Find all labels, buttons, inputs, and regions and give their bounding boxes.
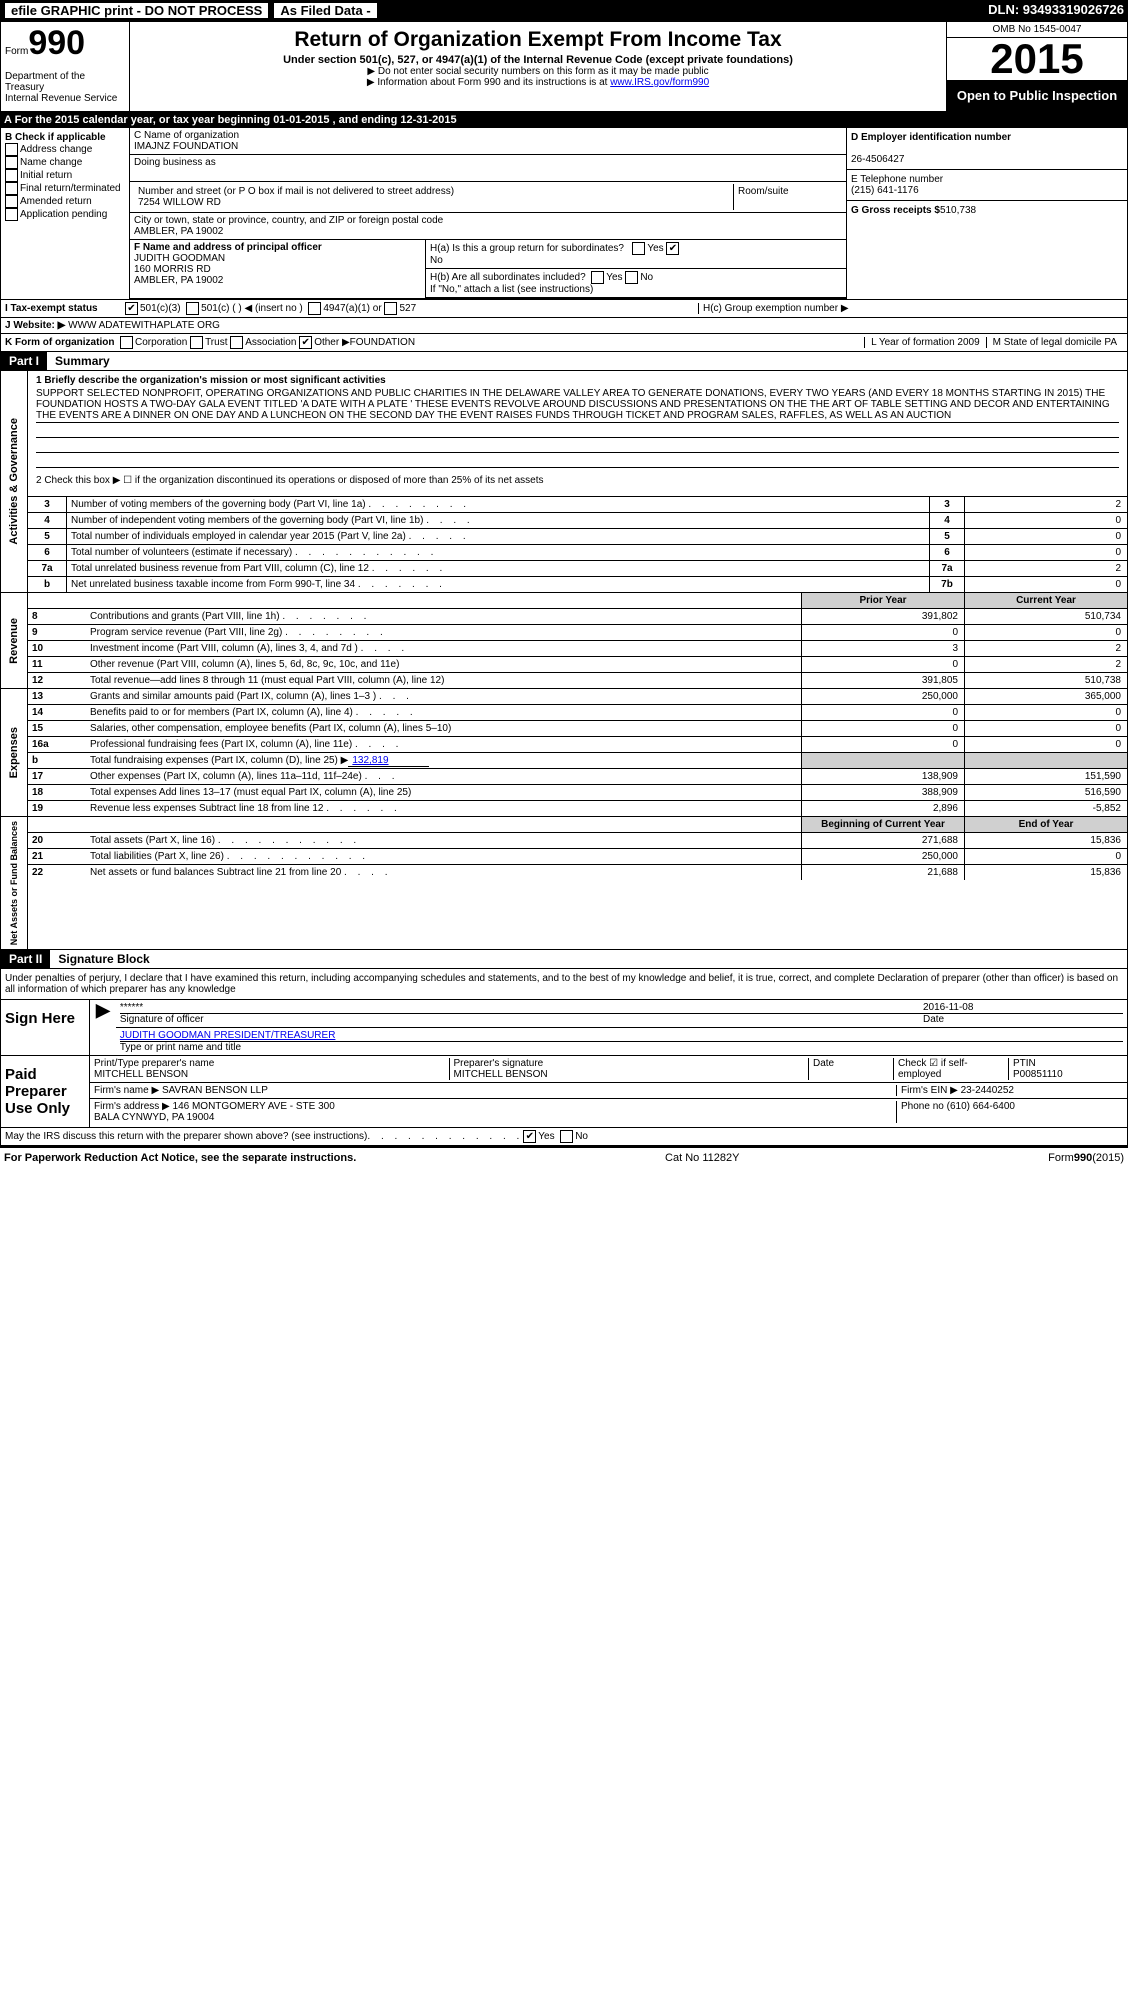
line2: 2 Check this box ▶ ☐ if the organization… bbox=[36, 469, 1119, 492]
checkbox-501c[interactable] bbox=[186, 302, 199, 315]
telephone: (215) 641-1176 bbox=[851, 185, 919, 196]
form-title: Return of Organization Exempt From Incom… bbox=[138, 28, 938, 52]
note2: ▶ Information about Form 990 and its ins… bbox=[367, 77, 610, 88]
sidebar-expenses: Expenses bbox=[6, 723, 22, 782]
checkbox-527[interactable] bbox=[384, 302, 397, 315]
netassets-section: Net Assets or Fund Balances Beginning of… bbox=[0, 817, 1128, 950]
checkbox-final[interactable] bbox=[5, 182, 18, 195]
row-klm: K Form of organization Corporation Trust… bbox=[0, 334, 1128, 352]
col-b: B Check if applicable Address change Nam… bbox=[1, 128, 130, 299]
checkbox-4947[interactable] bbox=[308, 302, 321, 315]
sidebar-revenue: Revenue bbox=[6, 614, 22, 668]
col-d: D Employer identification number26-45064… bbox=[846, 128, 1127, 299]
irs-link[interactable]: www.IRS.gov/form990 bbox=[610, 77, 709, 88]
val-4: 0 bbox=[964, 513, 1127, 528]
sign-here-section: Sign Here ▶ ******Signature of officer 2… bbox=[0, 1000, 1128, 1056]
part2-header: Part II Signature Block bbox=[0, 950, 1128, 969]
officer: JUDITH GOODMAN 160 MORRIS RD AMBLER, PA … bbox=[134, 253, 225, 286]
asfiled-badge: As Filed Data - bbox=[273, 2, 377, 19]
activities-section: Activities & Governance 1 Briefly descri… bbox=[0, 371, 1128, 593]
val-7a: 2 bbox=[964, 561, 1127, 576]
sig-date: 2016-11-08 bbox=[923, 1002, 973, 1013]
val-5: 0 bbox=[964, 529, 1127, 544]
val-6: 0 bbox=[964, 545, 1127, 560]
website: WWW ADATEWITHAPLATE ORG bbox=[68, 320, 220, 331]
note1: ▶ Do not enter social security numbers o… bbox=[138, 66, 938, 77]
sidebar-netassets: Net Assets or Fund Balances bbox=[7, 817, 21, 949]
irs: Internal Revenue Service bbox=[5, 93, 117, 104]
calendar-year: A For the 2015 calendar year, or tax yea… bbox=[0, 112, 1128, 128]
ein: 26-4506427 bbox=[851, 154, 904, 165]
form-990-page: efile GRAPHIC print - DO NOT PROCESS As … bbox=[0, 0, 1128, 1168]
paid-preparer-section: Paid Preparer Use Only Print/Type prepar… bbox=[0, 1056, 1128, 1128]
form-subtitle: Under section 501(c), 527, or 4947(a)(1)… bbox=[138, 54, 938, 66]
dept: Department of the Treasury bbox=[5, 71, 85, 93]
checkbox-pending[interactable] bbox=[5, 208, 18, 221]
checkbox-corp[interactable] bbox=[120, 336, 133, 349]
expenses-section: Expenses 13Grants and similar amounts pa… bbox=[0, 689, 1128, 817]
arrow-icon: ▶ bbox=[90, 1000, 116, 1055]
form-number: 990 bbox=[28, 24, 85, 62]
checkbox-other[interactable] bbox=[299, 336, 312, 349]
val-7b: 0 bbox=[964, 577, 1127, 592]
rev8-curr: 510,734 bbox=[964, 609, 1127, 624]
val-3: 2 bbox=[964, 497, 1127, 512]
hc-label: H(c) Group exemption number ▶ bbox=[698, 303, 1123, 314]
section-abcd: B Check if applicable Address change Nam… bbox=[0, 128, 1128, 300]
org-type: FOUNDATION bbox=[350, 337, 415, 348]
rev8-prior: 391,802 bbox=[801, 609, 964, 624]
tax-year: 2015 bbox=[947, 38, 1127, 80]
preparer-name: MITCHELL BENSON bbox=[94, 1069, 188, 1080]
checkbox-initial[interactable] bbox=[5, 169, 18, 182]
address: 7254 WILLOW RD bbox=[138, 197, 221, 208]
discuss-row: May the IRS discuss this return with the… bbox=[0, 1128, 1128, 1146]
row-i: I Tax-exempt status 501(c)(3) 501(c) ( )… bbox=[0, 300, 1128, 318]
form-header: Form990 Department of the Treasury Inter… bbox=[0, 21, 1128, 112]
mission-text: SUPPORT SELECTED NONPROFIT, OPERATING OR… bbox=[36, 387, 1119, 423]
checkbox-assoc[interactable] bbox=[230, 336, 243, 349]
firm-ein: 23-2440252 bbox=[961, 1085, 1014, 1096]
state-domicile: M State of legal domicile PA bbox=[986, 337, 1123, 348]
topbar: efile GRAPHIC print - DO NOT PROCESS As … bbox=[0, 0, 1128, 21]
checkbox-501c3[interactable] bbox=[125, 302, 138, 315]
officer-name-link[interactable]: JUDITH GOODMAN PRESIDENT/TREASURER bbox=[120, 1030, 336, 1041]
checkbox-amended[interactable] bbox=[5, 195, 18, 208]
col-c: C Name of organizationIMAJNZ FOUNDATION … bbox=[130, 128, 846, 299]
checkbox-trust[interactable] bbox=[190, 336, 203, 349]
firm-phone: (610) 664-6400 bbox=[947, 1101, 1015, 1112]
ptin: P00851110 bbox=[1013, 1069, 1063, 1080]
checkbox-discuss-yes[interactable] bbox=[523, 1130, 536, 1143]
dln: DLN: 93493319026726 bbox=[988, 2, 1124, 19]
checkbox-hb-no[interactable] bbox=[625, 271, 638, 284]
city: AMBLER, PA 19002 bbox=[134, 226, 223, 237]
org-name: IMAJNZ FOUNDATION bbox=[134, 141, 238, 152]
part1-header: Part I Summary bbox=[0, 352, 1128, 371]
firm-name: SAVRAN BENSON LLP bbox=[162, 1085, 268, 1096]
checkbox-ha-yes[interactable] bbox=[632, 242, 645, 255]
checkbox-discuss-no[interactable] bbox=[560, 1130, 573, 1143]
footer: For Paperwork Reduction Act Notice, see … bbox=[0, 1146, 1128, 1168]
checkbox-name[interactable] bbox=[5, 156, 18, 169]
checkbox-ha-no[interactable] bbox=[666, 242, 679, 255]
sidebar-activities: Activities & Governance bbox=[6, 414, 22, 549]
checkbox-hb-yes[interactable] bbox=[591, 271, 604, 284]
year-formation: L Year of formation 2009 bbox=[864, 337, 986, 348]
checkbox-addr[interactable] bbox=[5, 143, 18, 156]
revenue-section: Revenue Prior YearCurrent Year 8Contribu… bbox=[0, 593, 1128, 689]
gross-receipts: 510,738 bbox=[940, 205, 976, 216]
form-label: Form bbox=[5, 46, 28, 57]
open-inspection: Open to Public Inspection bbox=[947, 80, 1127, 111]
perjury-text: Under penalties of perjury, I declare th… bbox=[0, 969, 1128, 1000]
fundraising-link[interactable]: 132,819 bbox=[348, 755, 428, 767]
efile-badge: efile GRAPHIC print - DO NOT PROCESS bbox=[4, 2, 269, 19]
row-j: J Website: ▶ WWW ADATEWITHAPLATE ORG bbox=[0, 318, 1128, 334]
col-b-title: B Check if applicable bbox=[5, 132, 125, 143]
